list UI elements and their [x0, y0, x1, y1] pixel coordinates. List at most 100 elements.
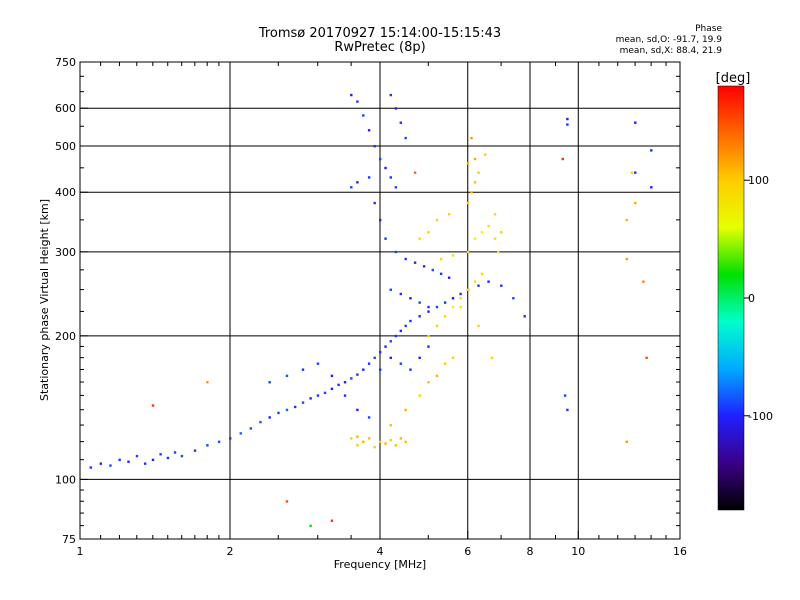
data-point: [493, 213, 497, 216]
phase-stats-x: mean, sd,X: 88.4, 21.9: [619, 46, 722, 56]
data-point: [399, 329, 403, 333]
data-point: [459, 297, 462, 300]
x-tick-label: 16: [673, 545, 687, 558]
data-point: [343, 394, 347, 397]
data-point: [229, 437, 232, 440]
data-point: [277, 411, 280, 415]
data-point: [404, 408, 407, 412]
data-point: [477, 284, 480, 287]
data-point: [566, 117, 569, 121]
x-tick-label: 8: [527, 545, 534, 558]
chart-subtitle: RwPretec (8p): [334, 40, 426, 55]
data-point: [418, 394, 421, 397]
data-point: [645, 356, 648, 360]
data-point: [650, 149, 653, 152]
data-point: [159, 453, 162, 456]
data-point: [350, 93, 353, 97]
data-point: [362, 368, 365, 371]
data-point: [379, 368, 382, 371]
data-point: [268, 416, 271, 419]
data-point: [180, 454, 184, 458]
data-point: [384, 237, 387, 240]
data-point: [512, 297, 515, 300]
data-point: [399, 292, 403, 296]
data-point: [418, 315, 421, 318]
data-point: [484, 153, 487, 156]
x-tick-label: 1: [77, 545, 84, 558]
data-point: [409, 297, 412, 300]
data-point: [630, 171, 634, 174]
colorbar-tick-label: -100: [748, 410, 773, 423]
data-point: [451, 297, 455, 300]
data-point: [439, 257, 443, 261]
data-point: [356, 181, 359, 184]
data-point: [427, 310, 430, 313]
data-point: [330, 519, 334, 522]
data-point: [362, 114, 365, 117]
data-point: [285, 500, 289, 503]
phase-stats-o: mean, sd,O: -91.7, 19.9: [615, 35, 722, 45]
data-point: [435, 324, 439, 328]
data-point: [443, 362, 447, 365]
data-point: [316, 362, 320, 365]
y-tick-label: 400: [55, 186, 76, 199]
data-point: [350, 186, 353, 189]
data-point: [135, 454, 139, 458]
data-point: [394, 444, 398, 447]
data-point: [384, 345, 387, 348]
data-point: [330, 374, 334, 378]
x-tick-label: 2: [227, 545, 234, 558]
data-point: [356, 435, 359, 438]
data-point: [487, 224, 490, 228]
data-point: [379, 350, 382, 354]
data-point: [473, 237, 477, 240]
data-point: [151, 404, 155, 407]
data-point: [343, 381, 347, 384]
y-tick-label: 100: [55, 473, 76, 486]
data-point: [642, 280, 645, 283]
data-point: [394, 107, 398, 110]
y-tick-label: 500: [55, 140, 76, 153]
data-point: [89, 466, 92, 469]
colorbar-tick-label: 100: [748, 174, 769, 187]
data-point: [337, 383, 340, 387]
data-point: [447, 213, 451, 216]
data-point: [466, 201, 470, 205]
data-point: [466, 162, 470, 165]
data-point: [427, 381, 430, 384]
data-point: [413, 171, 417, 174]
data-point: [466, 288, 470, 291]
colorbar-ticks: 100 0 -100: [744, 174, 773, 423]
data-point: [143, 462, 147, 465]
x-tick-label: 6: [464, 545, 471, 558]
data-point: [259, 420, 262, 424]
data-point: [373, 445, 376, 449]
data-point: [459, 305, 462, 309]
data-point: [427, 231, 430, 234]
data-point: [459, 292, 462, 296]
x-axis-label: Frequency [MHz]: [334, 558, 426, 571]
data-point: [301, 368, 305, 371]
data-point: [356, 100, 359, 103]
data-point: [350, 437, 353, 440]
x-axis-ticks: 1 2 4 6 8 10 16: [77, 62, 687, 558]
data-point: [389, 438, 392, 442]
data-point: [477, 171, 480, 174]
data-point: [477, 324, 480, 328]
data-point: [473, 181, 477, 184]
data-point: [470, 136, 473, 140]
data-point: [394, 334, 398, 338]
data-point: [309, 524, 312, 528]
y-tick-label: 300: [55, 246, 76, 259]
data-point: [563, 394, 567, 397]
data-point: [418, 237, 421, 240]
y-tick-label: 200: [55, 330, 76, 343]
data-point: [409, 319, 412, 323]
data-point: [500, 231, 503, 234]
data-point: [367, 129, 371, 132]
data-point: [443, 301, 447, 304]
data-point: [206, 444, 209, 447]
data-point: [566, 408, 569, 412]
data-point: [473, 280, 477, 283]
data-point: [566, 123, 569, 126]
